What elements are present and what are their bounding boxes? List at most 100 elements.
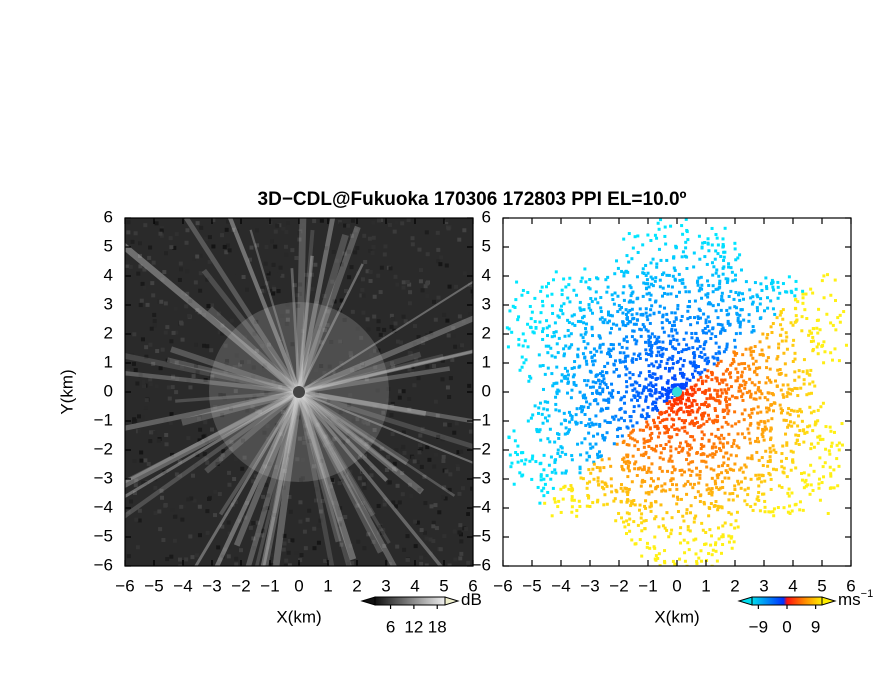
echo xyxy=(573,323,577,327)
noise xyxy=(139,450,144,455)
noise xyxy=(318,385,323,390)
noise xyxy=(391,467,396,472)
echo xyxy=(744,347,748,351)
echo xyxy=(658,304,662,308)
echo xyxy=(761,464,765,468)
echo xyxy=(735,444,739,448)
noise xyxy=(164,442,169,447)
noise xyxy=(263,363,268,368)
noise xyxy=(425,445,430,450)
noise xyxy=(386,386,391,391)
echo xyxy=(626,322,630,326)
echo xyxy=(682,337,686,341)
noise xyxy=(227,482,232,487)
echo xyxy=(608,348,612,352)
echo xyxy=(822,361,826,365)
x-tick-label: 6 xyxy=(846,576,855,595)
echo xyxy=(669,389,673,393)
echo xyxy=(808,329,812,333)
echo xyxy=(729,363,733,367)
echo xyxy=(531,413,535,417)
echo xyxy=(637,354,641,358)
echo xyxy=(773,401,777,405)
noise xyxy=(126,535,131,540)
echo xyxy=(680,468,684,472)
echo xyxy=(659,218,663,222)
echo xyxy=(576,347,580,351)
echo xyxy=(654,360,658,364)
echo xyxy=(670,311,674,315)
noise xyxy=(360,361,365,366)
echo xyxy=(616,294,620,298)
echo xyxy=(631,383,635,387)
echo xyxy=(721,524,725,528)
noise xyxy=(279,335,284,340)
noise xyxy=(152,312,157,317)
noise xyxy=(148,382,153,387)
echo xyxy=(804,292,808,296)
echo xyxy=(796,414,800,418)
noise xyxy=(407,482,412,487)
echo xyxy=(733,353,737,357)
noise xyxy=(400,221,405,226)
echo xyxy=(622,520,626,524)
noise xyxy=(273,244,278,249)
noise xyxy=(255,532,260,537)
echo xyxy=(685,388,689,392)
echo xyxy=(697,276,701,280)
echo xyxy=(621,311,625,315)
echo xyxy=(685,266,689,270)
echo xyxy=(757,458,761,462)
noise xyxy=(331,250,336,255)
echo xyxy=(721,380,725,384)
noise xyxy=(464,526,469,531)
y-tick-label: 2 xyxy=(104,323,113,342)
y-tick-label: −4 xyxy=(94,497,113,516)
echo xyxy=(598,466,602,470)
noise xyxy=(148,377,153,382)
echo xyxy=(741,392,745,396)
echo xyxy=(756,388,760,392)
echo xyxy=(809,411,813,415)
noise xyxy=(227,531,232,536)
echo xyxy=(714,450,718,454)
echo xyxy=(553,500,557,504)
echo xyxy=(706,295,710,299)
noise xyxy=(151,293,156,298)
echo xyxy=(810,391,814,395)
noise xyxy=(272,287,277,292)
noise xyxy=(182,359,187,364)
echo xyxy=(720,535,724,539)
echo xyxy=(714,287,718,291)
echo xyxy=(710,371,714,375)
echo xyxy=(612,370,616,374)
noise xyxy=(287,538,292,543)
echo xyxy=(781,282,785,286)
echo xyxy=(772,467,776,471)
noise xyxy=(373,365,378,370)
echo xyxy=(584,424,588,428)
noise xyxy=(376,530,381,535)
echo xyxy=(659,503,663,507)
echo xyxy=(740,370,744,374)
noise xyxy=(269,239,274,244)
noise xyxy=(356,279,361,284)
echo xyxy=(639,484,643,488)
noise xyxy=(371,235,376,240)
echo xyxy=(666,393,670,397)
colorbar xyxy=(751,596,823,606)
echo xyxy=(546,437,550,441)
echo xyxy=(812,445,816,449)
echo xyxy=(710,476,714,480)
echo xyxy=(837,441,841,445)
noise xyxy=(315,422,320,427)
echo xyxy=(719,486,723,490)
echo xyxy=(682,410,686,414)
echo xyxy=(641,243,645,247)
noise xyxy=(462,271,467,276)
echo xyxy=(721,272,725,276)
noise xyxy=(328,371,333,376)
noise xyxy=(278,265,283,270)
echo xyxy=(638,352,642,356)
echo xyxy=(746,456,750,460)
